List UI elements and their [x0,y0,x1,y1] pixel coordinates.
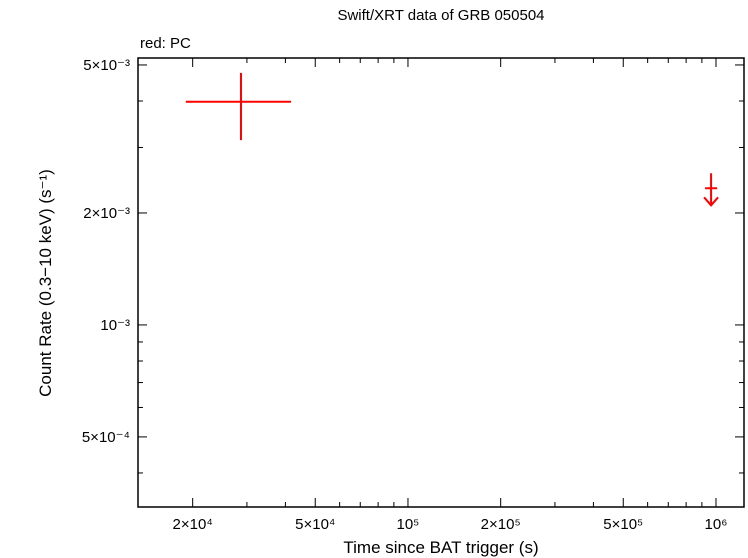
y-axis-label: Count Rate (0.3−10 keV) (s⁻¹) [36,169,55,397]
annotation: red: PC [140,35,191,52]
upper-limit [703,173,719,207]
chart-title: Swift/XRT data of GRB 050504 [337,7,544,24]
x-tick-label: 10⁶ [705,516,728,533]
x-tick-label: 10⁵ [397,516,420,533]
plot-frame [137,57,745,508]
y-tick-label: 10⁻³ [100,317,130,334]
x-tick-label: 2×10⁴ [173,516,213,533]
y-tick-label: 5×10⁻³ [83,57,130,74]
x-tick-label: 5×10⁵ [603,516,643,533]
x-tick-label: 5×10⁴ [295,516,335,533]
x-tick-label: 2×10⁵ [481,516,521,533]
y-tick-label: 2×10⁻³ [83,205,130,222]
y-tick-label: 5×10⁻⁴ [82,429,130,446]
x-axis-label: Time since BAT trigger (s) [343,538,538,557]
